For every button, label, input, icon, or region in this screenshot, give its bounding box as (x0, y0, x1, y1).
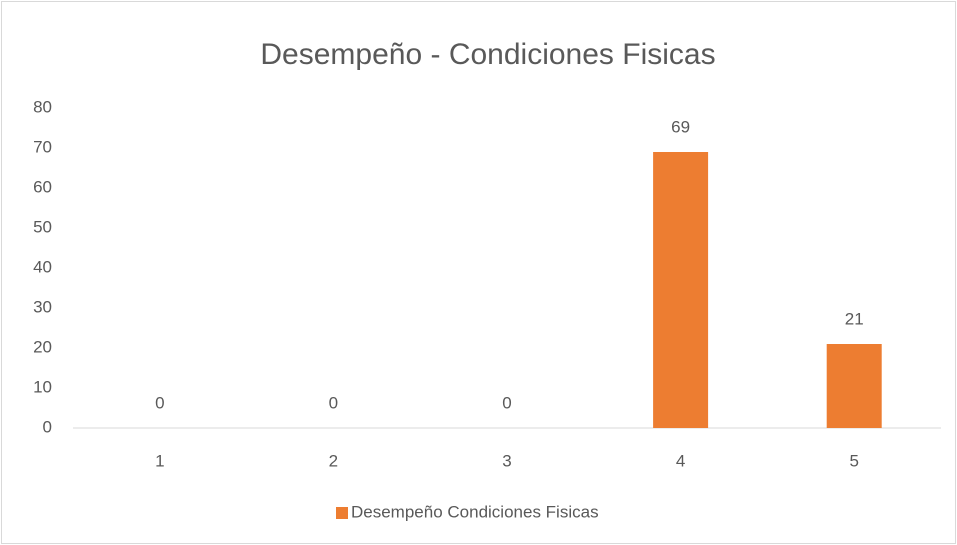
y-tick-label: 0 (43, 417, 52, 436)
y-tick-label: 20 (33, 337, 52, 356)
y-tick-label: 60 (33, 177, 52, 196)
y-tick-label: 40 (33, 257, 52, 276)
y-tick-label: 10 (33, 377, 52, 396)
data-label: 0 (329, 393, 338, 412)
y-tick-label: 30 (33, 297, 52, 316)
x-tick-label: 5 (849, 451, 858, 470)
x-tick-label: 4 (676, 451, 685, 470)
legend-label: Desempeño Condiciones Fisicas (351, 502, 599, 521)
chart-title: Desempeño - Condiciones Fisicas (260, 38, 715, 71)
bar (826, 344, 882, 428)
data-label: 21 (845, 309, 864, 328)
y-tick-label: 50 (33, 217, 52, 236)
data-label: 69 (671, 117, 690, 136)
x-tick-label: 1 (155, 451, 164, 470)
legend-swatch (336, 507, 348, 519)
data-label: 0 (502, 393, 511, 412)
x-tick-label: 3 (502, 451, 511, 470)
x-tick-label: 2 (329, 451, 338, 470)
y-tick-label: 70 (33, 137, 52, 156)
bar (653, 152, 709, 428)
data-label: 0 (155, 393, 164, 412)
y-tick-label: 80 (33, 97, 52, 116)
